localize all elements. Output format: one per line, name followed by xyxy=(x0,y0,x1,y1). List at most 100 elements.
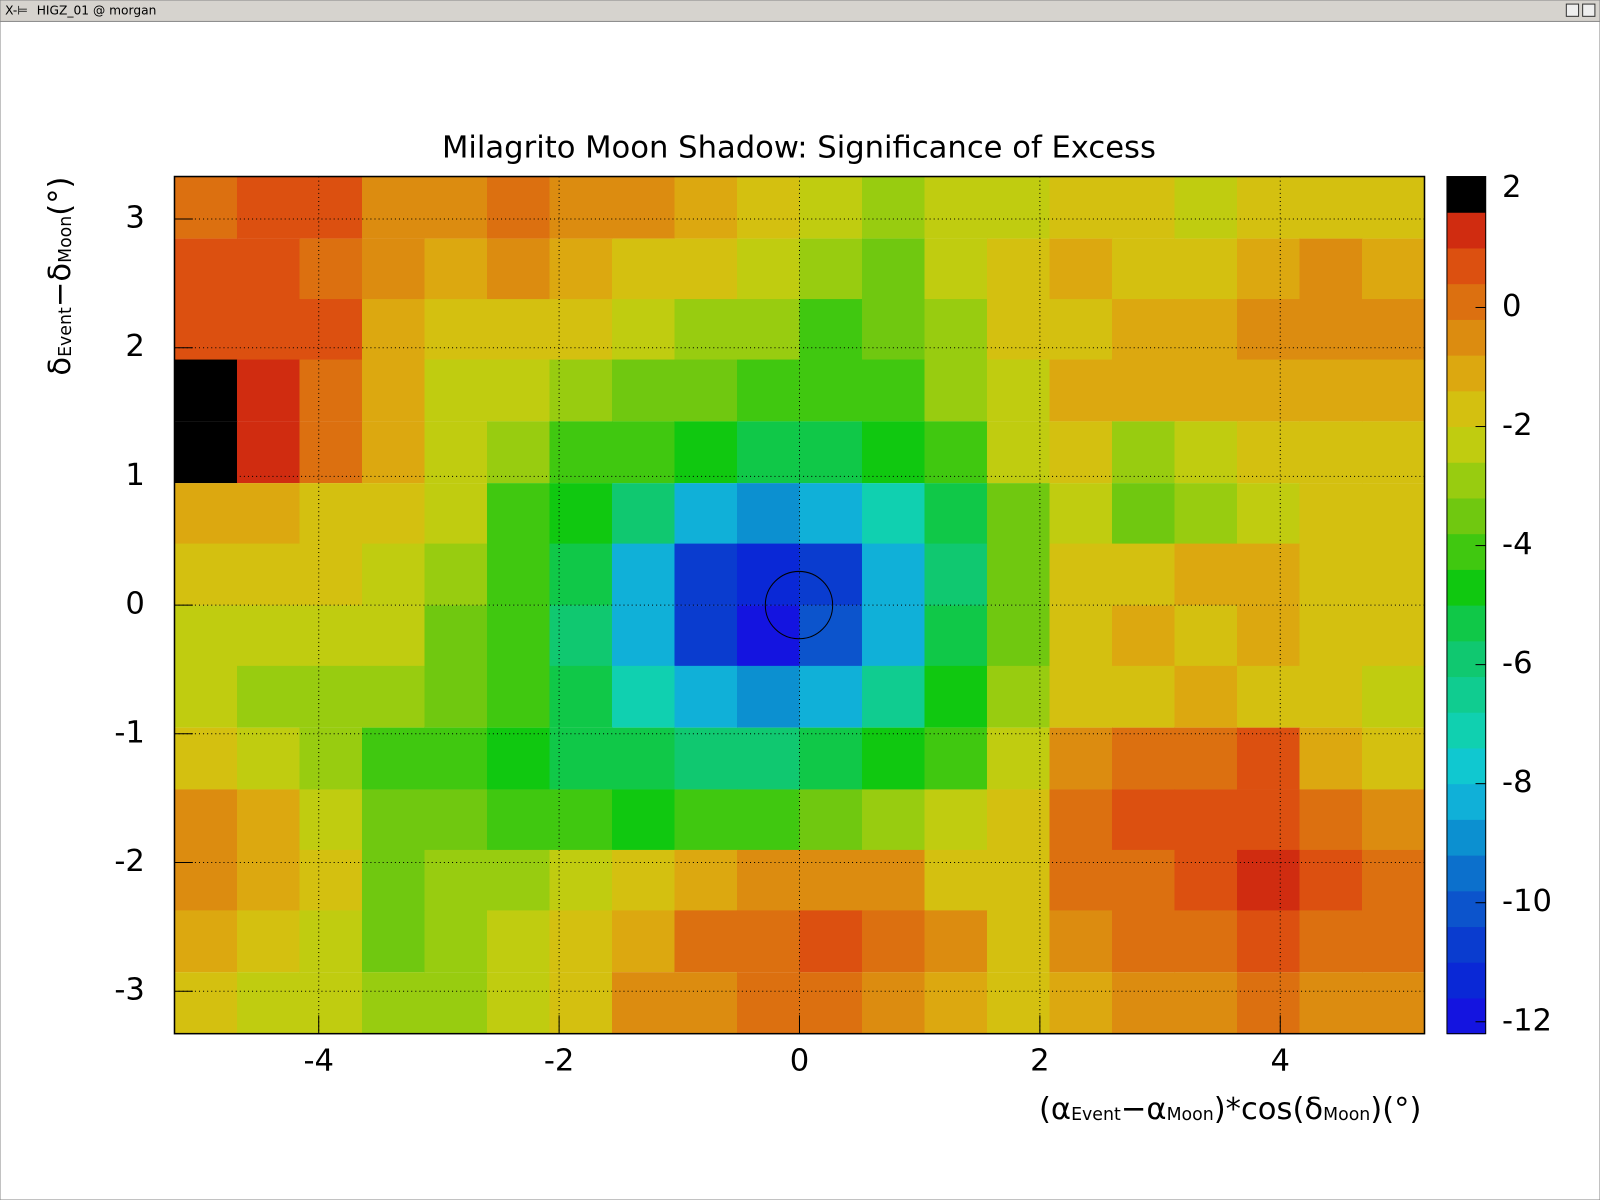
x-tick-label: -4 xyxy=(303,1044,334,1079)
heatmap-cell xyxy=(1236,727,1301,790)
restore-button[interactable] xyxy=(1565,3,1580,17)
heatmap-cell xyxy=(674,605,738,668)
heatmap-cell xyxy=(1299,910,1363,973)
heatmap-cell xyxy=(299,789,363,852)
heatmap-cell xyxy=(1049,359,1113,422)
heatmap-cell xyxy=(1111,421,1176,484)
heatmap-cell xyxy=(549,543,613,606)
y-tick-label: -3 xyxy=(114,973,145,1008)
colorbar-tick-label: -6 xyxy=(1502,646,1533,681)
heatmap-cell xyxy=(674,176,738,239)
heatmap-cell xyxy=(1299,359,1363,422)
heatmap-cell xyxy=(549,421,613,484)
heatmap-cell xyxy=(361,176,426,239)
colorbar-band xyxy=(1446,783,1486,820)
heatmap-cell xyxy=(299,972,363,1035)
window-title: HIGZ_01 @ morgan xyxy=(37,4,157,18)
heatmap-cell xyxy=(1174,299,1238,361)
heatmap-cell xyxy=(986,359,1051,422)
heatmap-cell xyxy=(611,910,676,973)
heatmap-cell xyxy=(799,238,863,301)
colorbar-tick-label: -4 xyxy=(1502,527,1533,562)
heatmap-cell xyxy=(674,421,738,484)
x-axis-label: (αEvent−αMoon)*cos(δMoon)(°) xyxy=(1039,1092,1421,1127)
heatmap-cell xyxy=(611,665,676,728)
heatmap-cell xyxy=(861,849,926,912)
heatmap-cell xyxy=(736,727,801,790)
axis-label-part: Moon xyxy=(1323,1105,1370,1125)
colorbar-band xyxy=(1446,176,1486,213)
heatmap-cell xyxy=(1299,176,1363,239)
heatmap-cell xyxy=(924,543,988,606)
heatmap-cell xyxy=(924,483,988,545)
heatmap-cell xyxy=(924,665,988,728)
heatmap-cell xyxy=(924,972,988,1035)
colorbar-band xyxy=(1446,712,1486,749)
heatmap-cell xyxy=(1299,727,1363,790)
y-tick-label: 3 xyxy=(125,201,144,236)
heatmap-cell xyxy=(1236,483,1301,545)
heatmap-cell xyxy=(986,849,1051,912)
heatmap-cell xyxy=(1299,972,1363,1035)
heatmap-cell xyxy=(1174,972,1238,1035)
heatmap-cell xyxy=(611,789,676,852)
heatmap-cell xyxy=(1361,176,1426,239)
heatmap-cell xyxy=(1174,483,1238,545)
heatmap-cell xyxy=(799,176,863,239)
heatmap-cell xyxy=(1361,727,1426,790)
axis-label-part: Event xyxy=(1071,1105,1121,1125)
heatmap-cell xyxy=(1236,359,1301,422)
heatmap-cell xyxy=(1111,359,1176,422)
heatmap-cell xyxy=(549,359,613,422)
heatmap-cell xyxy=(361,849,426,912)
heatmap-cell xyxy=(861,789,926,852)
heatmap-cell xyxy=(799,483,863,545)
colorbar-tick-label: -10 xyxy=(1502,884,1552,919)
heatmap-cell xyxy=(1299,605,1363,668)
heatmap-cell xyxy=(486,910,551,973)
heatmap-cell xyxy=(799,665,863,728)
heatmap-cell xyxy=(861,238,926,301)
heatmap-cell xyxy=(1361,910,1426,973)
heatmap-cell xyxy=(361,605,426,668)
heatmap-cell xyxy=(1299,483,1363,545)
heatmap-cell xyxy=(1049,299,1113,361)
heatmap-cell xyxy=(299,238,363,301)
heatmap-cell xyxy=(924,605,988,668)
heatmap-cell xyxy=(549,238,613,301)
heatmap-cell xyxy=(924,176,988,239)
heatmap-cell xyxy=(549,849,613,912)
heatmap-cell xyxy=(299,910,363,973)
heatmap-cell xyxy=(861,299,926,361)
heatmap-cell xyxy=(736,359,801,422)
heatmap-cell xyxy=(924,789,988,852)
heatmap-cell xyxy=(236,727,301,790)
heatmap-cell xyxy=(236,359,301,422)
axis-label-part: Moon xyxy=(1167,1105,1214,1125)
heatmap-cell xyxy=(799,789,863,852)
heatmap-cell xyxy=(486,727,551,790)
heatmap-cell xyxy=(924,238,988,301)
heatmap-cell xyxy=(486,299,551,361)
heatmap-cell xyxy=(1174,910,1238,973)
colorbar-band xyxy=(1446,819,1486,856)
heatmap-cell xyxy=(424,727,488,790)
colorbar-band xyxy=(1446,890,1486,928)
colorbar-band xyxy=(1446,569,1486,606)
heatmap-cell xyxy=(736,238,801,301)
heatmap-cell xyxy=(549,910,613,973)
heatmap-cell xyxy=(736,543,801,606)
heatmap-cell xyxy=(799,359,863,422)
heatmap-cell xyxy=(799,972,863,1035)
heatmap-cell xyxy=(1049,421,1113,484)
colorbar-frame xyxy=(1446,176,1487,1035)
heatmap-cell xyxy=(236,849,301,912)
heatmap-cell xyxy=(299,605,363,668)
heatmap-cell xyxy=(1174,789,1238,852)
title-icon: X-⊨ xyxy=(5,4,28,18)
heatmap-cell xyxy=(174,972,238,1035)
colorbar-band xyxy=(1446,640,1486,678)
close-button[interactable] xyxy=(1582,3,1596,17)
y-tick-label: 1 xyxy=(125,458,144,493)
colorbar-band xyxy=(1446,283,1486,320)
